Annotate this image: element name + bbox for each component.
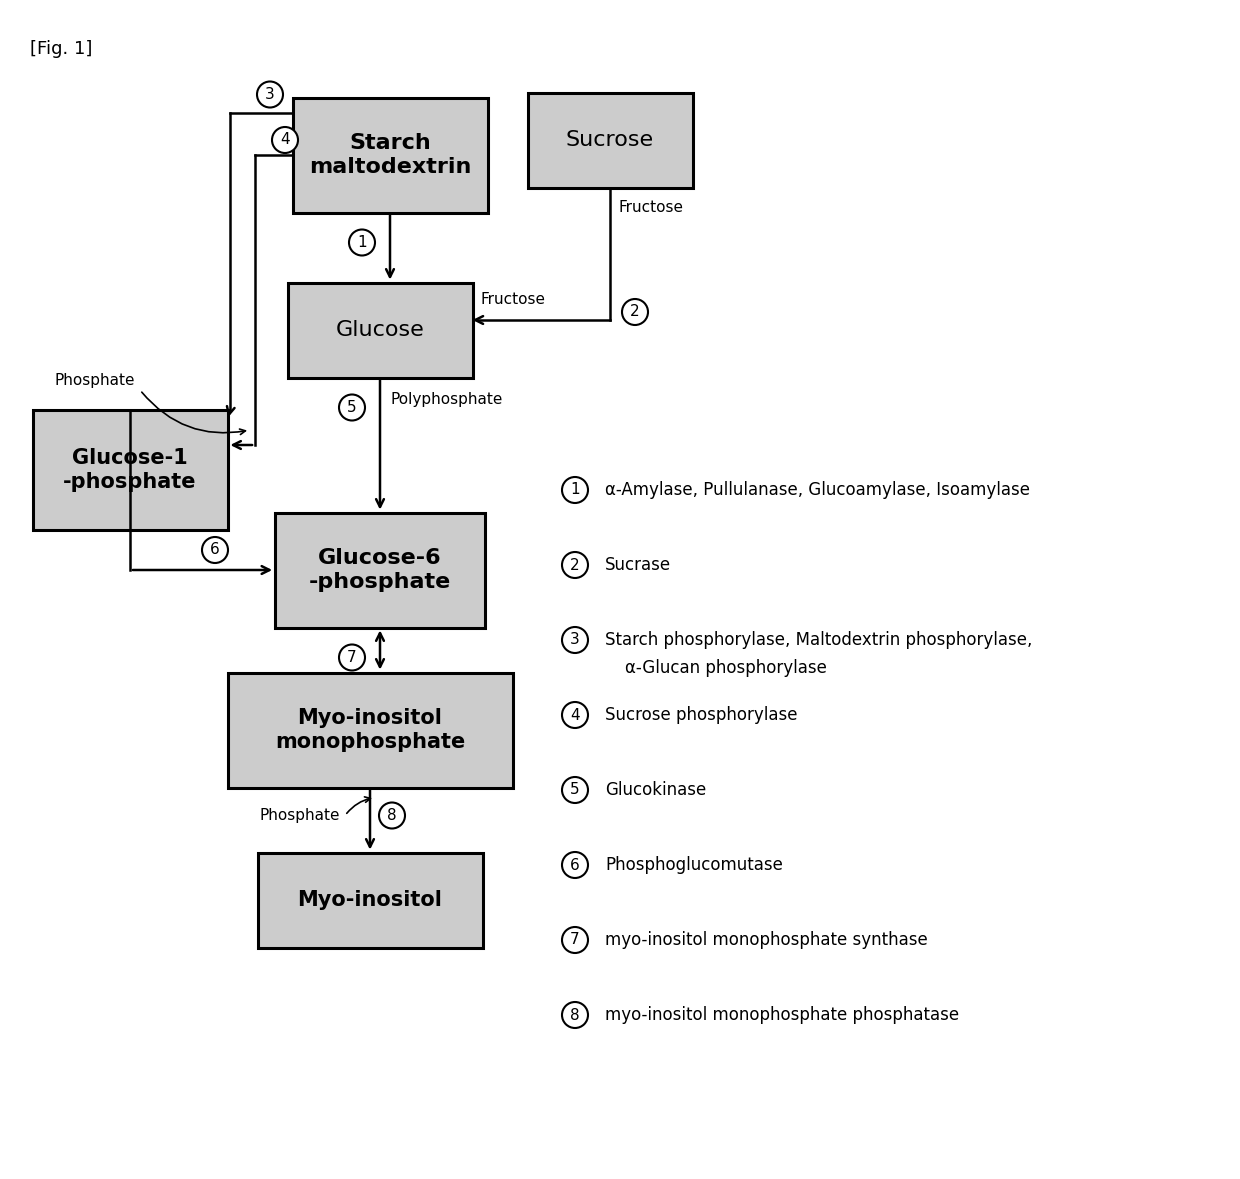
- Text: 7: 7: [570, 933, 580, 948]
- Circle shape: [562, 477, 588, 503]
- Circle shape: [379, 803, 405, 829]
- Text: 4: 4: [570, 707, 580, 723]
- Text: myo-inositol monophosphate phosphatase: myo-inositol monophosphate phosphatase: [605, 1006, 959, 1025]
- Text: 7: 7: [347, 650, 357, 665]
- Circle shape: [562, 1002, 588, 1028]
- FancyBboxPatch shape: [227, 672, 512, 788]
- Text: Glucose-1
-phosphate: Glucose-1 -phosphate: [63, 448, 197, 492]
- Text: α-Amylase, Pullulanase, Glucoamylase, Isoamylase: α-Amylase, Pullulanase, Glucoamylase, Is…: [605, 481, 1030, 499]
- Text: Polyphosphate: Polyphosphate: [391, 391, 502, 407]
- Circle shape: [562, 702, 588, 727]
- Text: 5: 5: [347, 400, 357, 415]
- FancyBboxPatch shape: [258, 852, 482, 948]
- Circle shape: [348, 230, 374, 256]
- Text: 4: 4: [280, 132, 290, 147]
- Text: Myo-inositol
monophosphate: Myo-inositol monophosphate: [275, 709, 465, 751]
- FancyBboxPatch shape: [288, 283, 472, 377]
- Text: Myo-inositol: Myo-inositol: [298, 890, 443, 910]
- Circle shape: [339, 395, 365, 421]
- Text: [Fig. 1]: [Fig. 1]: [30, 40, 92, 58]
- Text: Phosphoglucomutase: Phosphoglucomutase: [605, 856, 782, 874]
- FancyBboxPatch shape: [527, 92, 692, 187]
- Circle shape: [562, 627, 588, 653]
- FancyBboxPatch shape: [275, 513, 485, 627]
- Text: Phosphate: Phosphate: [55, 373, 135, 388]
- Circle shape: [202, 536, 228, 564]
- Text: Glucokinase: Glucokinase: [605, 780, 707, 799]
- Text: Starch
maltodextrin: Starch maltodextrin: [309, 133, 471, 177]
- Text: Sucrose: Sucrose: [565, 130, 653, 150]
- Circle shape: [622, 299, 649, 325]
- Text: 2: 2: [570, 558, 580, 573]
- Circle shape: [272, 127, 298, 153]
- Text: 1: 1: [357, 235, 367, 250]
- Text: 8: 8: [387, 808, 397, 823]
- Text: Fructose: Fructose: [481, 292, 546, 308]
- Text: Glucose-6
-phosphate: Glucose-6 -phosphate: [309, 548, 451, 592]
- Text: 5: 5: [570, 783, 580, 797]
- Text: 6: 6: [210, 542, 219, 558]
- Text: Starch phosphorylase, Maltodextrin phosphorylase,: Starch phosphorylase, Maltodextrin phosp…: [605, 631, 1033, 648]
- Circle shape: [562, 777, 588, 803]
- Text: myo-inositol monophosphate synthase: myo-inositol monophosphate synthase: [605, 931, 928, 949]
- FancyBboxPatch shape: [32, 410, 227, 531]
- Circle shape: [562, 852, 588, 878]
- Text: 1: 1: [570, 482, 580, 498]
- Circle shape: [562, 552, 588, 578]
- Circle shape: [257, 81, 283, 107]
- Text: 3: 3: [265, 87, 275, 103]
- Text: 6: 6: [570, 857, 580, 872]
- Text: 3: 3: [570, 632, 580, 647]
- Text: Sucrase: Sucrase: [605, 556, 671, 574]
- FancyBboxPatch shape: [293, 98, 487, 212]
- Circle shape: [562, 927, 588, 953]
- Text: α-Glucan phosphorylase: α-Glucan phosphorylase: [625, 659, 827, 677]
- Text: 2: 2: [630, 304, 640, 320]
- Circle shape: [339, 645, 365, 671]
- Text: Sucrose phosphorylase: Sucrose phosphorylase: [605, 706, 797, 724]
- Text: Phosphate: Phosphate: [259, 808, 340, 823]
- Text: Glucose: Glucose: [336, 320, 424, 340]
- Text: 8: 8: [570, 1008, 580, 1022]
- Text: Fructose: Fructose: [618, 200, 683, 215]
